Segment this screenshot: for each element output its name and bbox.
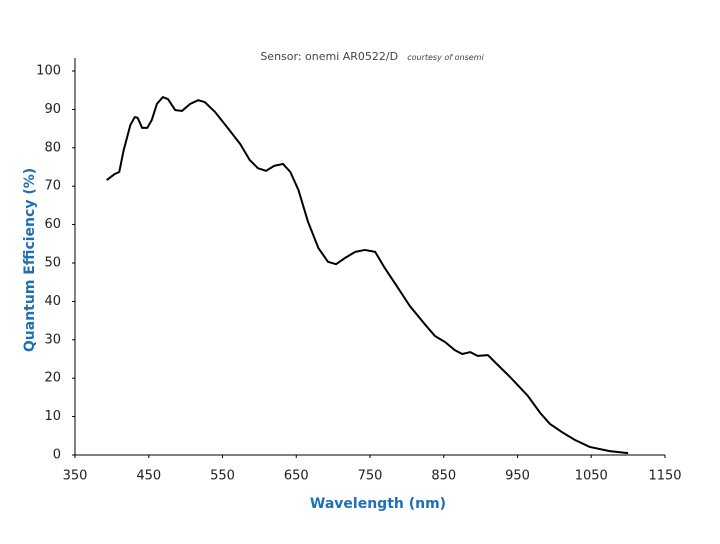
data-line [106,96,629,455]
chart-title-group: Sensor: onemi AR0522/D courtesy of onsem… [260,47,484,66]
x-tick-label: 550 [210,469,235,484]
chart-subtitle: courtesy of onsemi [407,53,484,62]
x-axis-title: Wavelength (nm) [310,496,446,512]
x-tick-label: 450 [136,469,161,484]
y-tick-label: 80 [44,140,61,155]
y-tick-label: 30 [44,332,61,347]
chart-title: Sensor: onemi AR0522/D [260,50,398,63]
y-tick-label: 40 [44,294,61,309]
x-tick-label: 650 [284,469,309,484]
y-tick-label: 0 [53,448,61,463]
y-tick-label: 20 [44,371,61,386]
y-axis-title: Quantum Efficiency (%) [22,168,38,352]
y-tick-label: 70 [44,179,61,194]
x-tick-label: 350 [63,469,88,484]
x-tick-label: 850 [431,469,456,484]
y-tick-label: 50 [44,256,61,271]
x-tick-label: 950 [505,469,530,484]
x-tick-label: 1150 [648,469,681,484]
x-tick-label: 750 [358,469,383,484]
y-tick-label: 60 [44,217,61,232]
y-tick-label: 100 [36,64,61,79]
y-tick-label: 10 [44,409,61,424]
y-tick-label: 90 [44,102,61,117]
x-tick-label: 1050 [575,469,608,484]
